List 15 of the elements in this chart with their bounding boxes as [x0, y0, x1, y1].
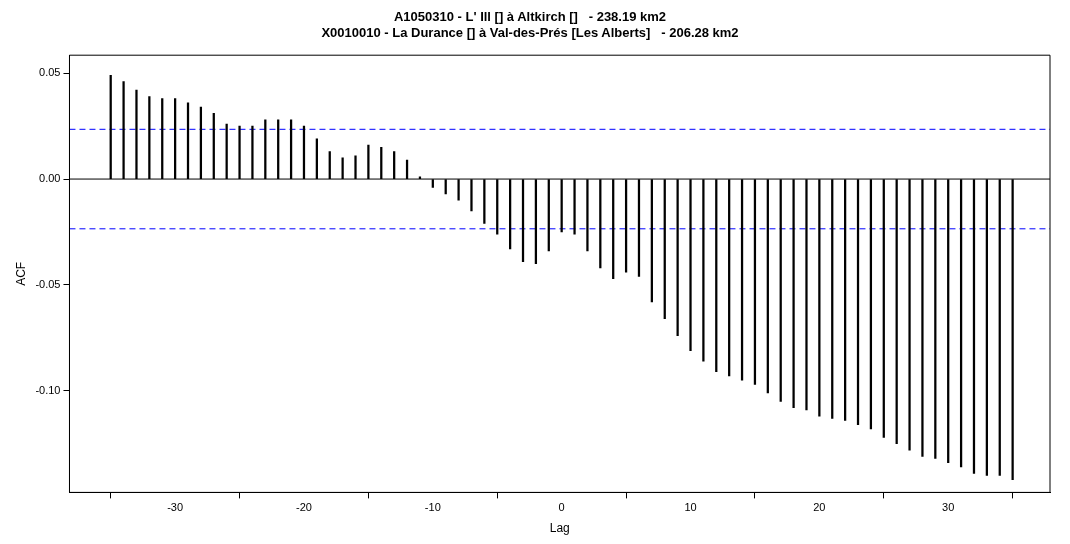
y-tick-label: 0.00 [39, 172, 61, 185]
y-axis-title: ACF [13, 261, 28, 286]
x-axis-title: Lag [549, 521, 570, 536]
y-tick-label: -0.05 [35, 277, 61, 290]
x-tick-label: 20 [813, 501, 826, 514]
x-tick-label: -10 [424, 501, 441, 514]
x-tick-label: 0 [558, 501, 565, 514]
text: A1050310 - L' Ill [] à Altkirch [] - 238.19 km2 [393, 9, 667, 25]
x-tick-label: 10 [684, 501, 697, 514]
y-tick-label: 0.05 [39, 66, 61, 79]
x-tick-label: -30 [167, 501, 184, 514]
x-tick-label: 30 [942, 501, 955, 514]
y-tick-label: -0.10 [35, 383, 61, 396]
x-tick-label: -20 [296, 501, 312, 514]
text: X0010010 - La Durance [] à Val-des-Prés [Les Alberts] - 206.28 km2 [321, 24, 739, 40]
